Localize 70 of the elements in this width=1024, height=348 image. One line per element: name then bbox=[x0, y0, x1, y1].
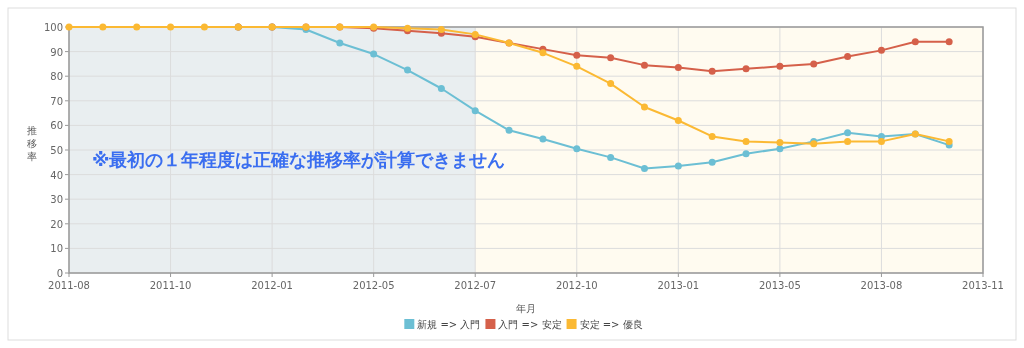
point bbox=[945, 38, 953, 46]
point bbox=[167, 23, 175, 31]
x-tick-label: 2013-11 bbox=[962, 280, 1004, 291]
point bbox=[573, 62, 581, 70]
point bbox=[674, 64, 682, 72]
point bbox=[776, 145, 784, 153]
point bbox=[607, 54, 615, 62]
point bbox=[505, 126, 513, 134]
x-tick-label: 2012-07 bbox=[454, 280, 497, 291]
y-tick-label: 20 bbox=[50, 218, 63, 230]
point bbox=[404, 66, 412, 74]
point bbox=[640, 61, 648, 69]
x-tick-label: 2013-08 bbox=[860, 280, 903, 291]
point bbox=[539, 49, 547, 57]
point bbox=[877, 137, 885, 145]
point bbox=[437, 25, 445, 33]
y-tick-label: 0 bbox=[56, 268, 63, 279]
y-axis-title: 推移率 bbox=[27, 125, 37, 162]
y-tick-label: 70 bbox=[50, 95, 63, 107]
y-tick-label: 90 bbox=[50, 46, 63, 58]
point bbox=[945, 137, 953, 145]
point bbox=[911, 38, 919, 46]
point bbox=[742, 137, 750, 145]
point bbox=[607, 80, 615, 88]
annotation: ※最初の１年程度は正確な推移率が計算できません bbox=[92, 149, 506, 170]
point bbox=[810, 60, 818, 68]
point bbox=[742, 150, 750, 158]
point bbox=[776, 139, 784, 147]
point bbox=[573, 145, 581, 153]
y-tick-label: 40 bbox=[50, 169, 63, 181]
point bbox=[573, 51, 581, 59]
x-tick-label: 2011-08 bbox=[48, 280, 90, 291]
y-tick-label: 10 bbox=[50, 243, 63, 255]
point bbox=[742, 65, 750, 73]
y-tick-label: 100 bbox=[43, 22, 63, 33]
legend-label: 安定 => 優良 bbox=[579, 319, 643, 330]
point bbox=[708, 132, 716, 140]
point bbox=[674, 162, 682, 170]
point bbox=[370, 50, 378, 58]
point bbox=[99, 23, 107, 31]
legend-label: 入門 => 安定 bbox=[498, 319, 562, 330]
y-tick-label: 80 bbox=[50, 71, 63, 83]
point bbox=[336, 39, 344, 47]
y-tick-label: 60 bbox=[50, 120, 63, 132]
point bbox=[200, 23, 208, 31]
point bbox=[844, 129, 852, 137]
point bbox=[471, 107, 479, 115]
y-tick-label: 30 bbox=[50, 194, 63, 206]
point bbox=[877, 46, 885, 54]
x-tick-label: 2012-05 bbox=[352, 280, 395, 291]
point bbox=[776, 62, 784, 70]
x-axis-title: 年月 bbox=[516, 303, 536, 314]
point bbox=[674, 116, 682, 124]
point bbox=[844, 53, 852, 61]
x-tick-label: 2012-01 bbox=[251, 280, 294, 291]
point bbox=[133, 23, 141, 31]
x-tick-label: 2011-10 bbox=[149, 280, 192, 291]
x-tick-label: 2013-05 bbox=[758, 280, 801, 291]
x-tick-label: 2012-10 bbox=[555, 280, 598, 291]
point bbox=[539, 135, 547, 143]
point bbox=[708, 158, 716, 166]
point bbox=[607, 153, 615, 161]
legend-label: 新規 => 入門 bbox=[417, 319, 481, 330]
point bbox=[708, 67, 716, 75]
y-tick-label: 50 bbox=[50, 145, 63, 156]
point bbox=[844, 137, 852, 145]
point bbox=[437, 85, 445, 92]
point bbox=[640, 164, 648, 172]
x-tick-label: 2013-01 bbox=[657, 280, 700, 291]
point bbox=[640, 103, 648, 111]
